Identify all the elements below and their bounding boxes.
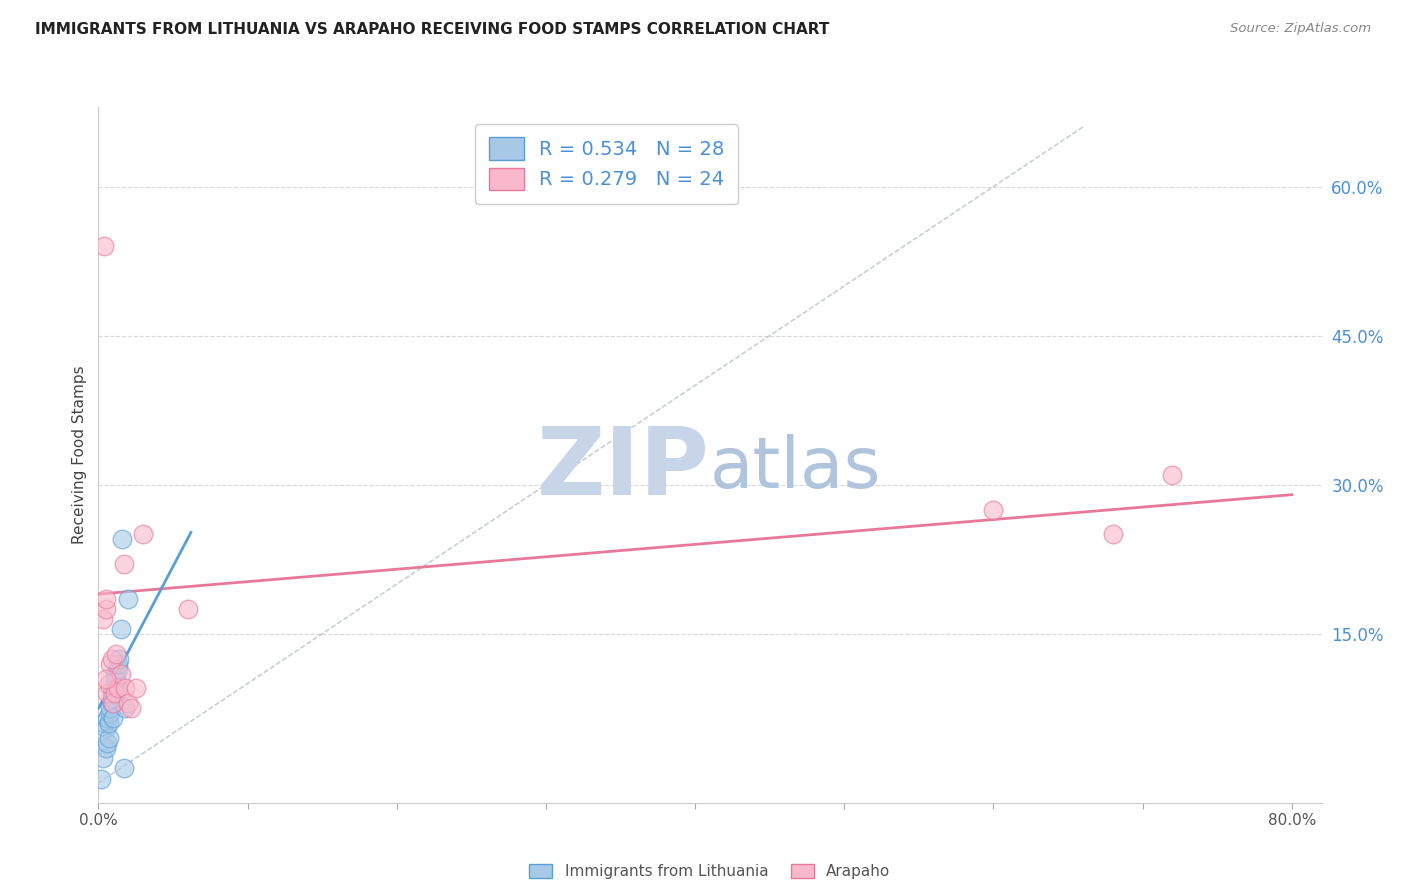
Text: ZIP: ZIP [537, 423, 710, 515]
Point [103, 697, 125, 711]
Point [104, 676, 127, 690]
Point [103, 711, 125, 725]
Point [108, 651, 131, 665]
Point [98, 701, 121, 715]
Point [91, 612, 114, 626]
Point [96, 686, 118, 700]
Text: IMMIGRANTS FROM LITHUANIA VS ARAPAHO RECEIVING FOOD STAMPS CORRELATION CHART: IMMIGRANTS FROM LITHUANIA VS ARAPAHO REC… [35, 22, 830, 37]
Point [1161, 467, 1184, 482]
Point [117, 592, 139, 607]
Point [94, 741, 117, 756]
Text: atlas: atlas [710, 434, 882, 503]
Point [98, 706, 121, 721]
Point [103, 691, 125, 706]
Point [117, 697, 139, 711]
Point [983, 502, 1005, 516]
Point [101, 686, 124, 700]
Point [112, 761, 135, 775]
Point [177, 602, 200, 616]
Point [93, 716, 115, 731]
Point [105, 672, 128, 686]
Point [101, 651, 124, 665]
Point [97, 716, 120, 731]
Point [94, 721, 117, 735]
Point [104, 686, 127, 700]
Point [91, 751, 114, 765]
Point [132, 527, 155, 541]
Point [111, 533, 134, 547]
Point [105, 647, 128, 661]
Point [101, 697, 124, 711]
Point [97, 676, 120, 690]
Point [107, 681, 129, 696]
Point [98, 657, 121, 671]
Point [114, 681, 136, 696]
Point [93, 239, 115, 253]
Point [103, 686, 125, 700]
Point [96, 711, 118, 725]
Point [94, 592, 117, 607]
Point [107, 662, 129, 676]
Point [107, 657, 129, 671]
Point [94, 602, 117, 616]
Point [114, 701, 136, 715]
Text: Source: ZipAtlas.com: Source: ZipAtlas.com [1230, 22, 1371, 36]
Point [112, 558, 135, 572]
Point [97, 731, 120, 746]
Point [94, 672, 117, 686]
Point [110, 666, 132, 681]
Point [104, 666, 127, 681]
Point [110, 622, 132, 636]
Point [120, 701, 142, 715]
Point [1101, 527, 1123, 541]
Point [90, 772, 112, 786]
Y-axis label: Receiving Food Stamps: Receiving Food Stamps [72, 366, 87, 544]
Point [125, 681, 148, 696]
Point [96, 736, 118, 750]
Point [105, 681, 128, 696]
Legend: Immigrants from Lithuania, Arapaho: Immigrants from Lithuania, Arapaho [523, 858, 897, 886]
